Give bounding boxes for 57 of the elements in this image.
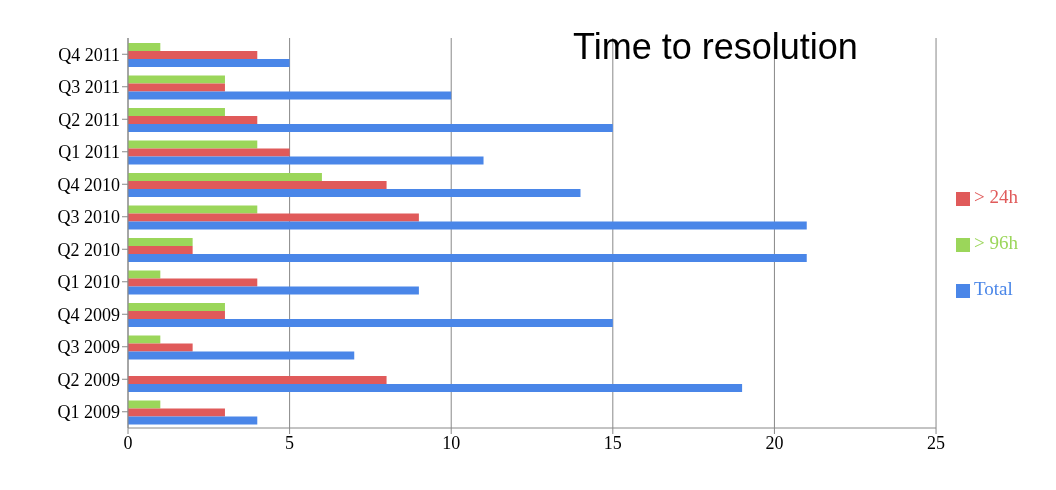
x-tick-label: 5 — [285, 432, 295, 453]
bar — [128, 278, 258, 287]
y-tick-label: Q4 2011 — [58, 44, 120, 65]
bar — [128, 42, 161, 51]
bar — [128, 318, 613, 327]
bar — [128, 180, 387, 189]
bar — [128, 50, 258, 59]
legend-label: > 96h — [974, 232, 1018, 253]
legend-label: Total — [974, 278, 1013, 299]
bar — [128, 245, 193, 254]
bar — [128, 107, 225, 116]
bar — [128, 172, 322, 181]
bar — [128, 408, 225, 417]
bar — [128, 58, 290, 67]
bar — [128, 343, 193, 352]
x-tick-label: 0 — [123, 432, 133, 453]
bar — [128, 83, 225, 92]
bar — [128, 253, 807, 262]
y-tick-label: Q1 2009 — [57, 402, 120, 423]
bar — [128, 148, 290, 157]
bar — [128, 351, 355, 360]
bar — [128, 115, 258, 124]
y-tick-label: Q3 2009 — [57, 337, 120, 358]
y-tick-label: Q3 2011 — [58, 77, 120, 98]
bar — [128, 91, 452, 100]
y-tick-label: Q1 2010 — [57, 272, 120, 293]
x-tick-label: 25 — [927, 432, 946, 453]
y-tick-label: Q2 2011 — [58, 109, 120, 130]
bar — [128, 221, 807, 230]
bar — [128, 286, 419, 295]
bar — [128, 302, 225, 311]
bar — [128, 123, 613, 132]
x-tick-label: 20 — [765, 432, 784, 453]
bar — [128, 400, 161, 409]
bar — [128, 205, 258, 214]
y-tick-label: Q4 2009 — [57, 304, 120, 325]
legend-label: > 24h — [974, 186, 1018, 207]
bar — [128, 237, 193, 246]
bar — [128, 213, 419, 222]
bar — [128, 416, 258, 425]
y-tick-label: Q4 2010 — [57, 174, 120, 195]
bar — [128, 270, 161, 279]
y-tick-label: Q2 2009 — [57, 369, 120, 390]
chart-title: Time to resolution — [573, 26, 858, 68]
bar — [128, 383, 743, 392]
bar — [128, 75, 225, 84]
x-tick-label: 15 — [603, 432, 622, 453]
y-tick-label: Q1 2011 — [58, 142, 120, 163]
x-tick-label: 10 — [442, 432, 461, 453]
bar — [128, 335, 161, 344]
bar — [128, 310, 225, 319]
bar — [128, 375, 387, 384]
y-tick-label: Q3 2010 — [57, 207, 120, 228]
bar — [128, 188, 581, 197]
y-tick-label: Q2 2010 — [57, 239, 120, 260]
bar — [128, 156, 484, 165]
bar — [128, 140, 258, 149]
